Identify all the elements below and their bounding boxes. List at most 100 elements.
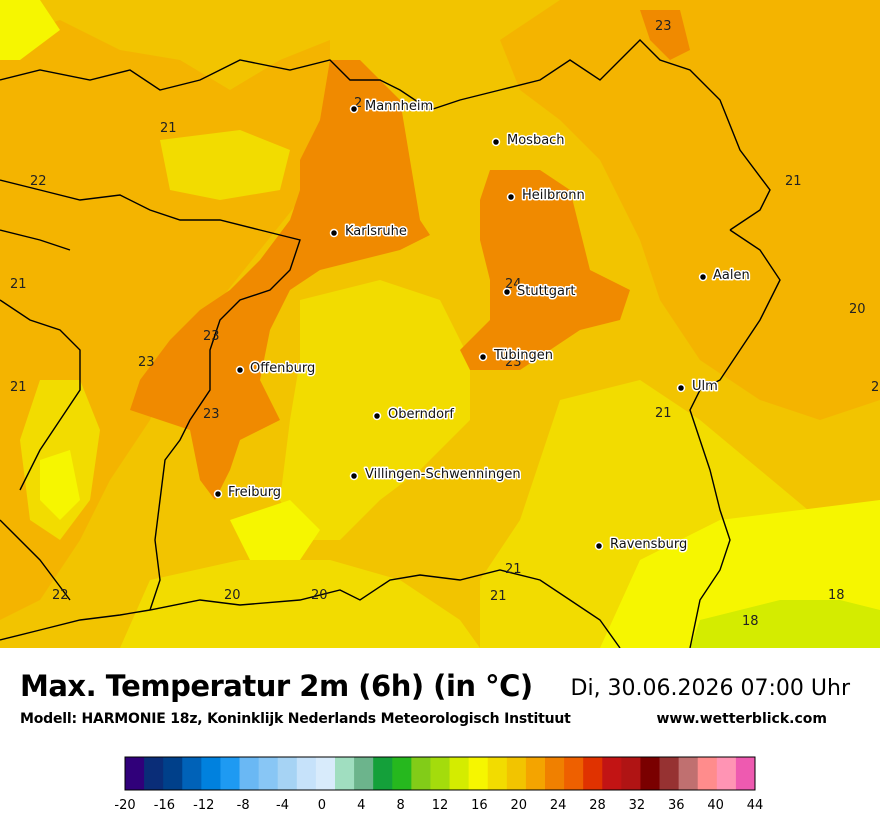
legend-swatch [125,757,145,790]
city-marker [372,411,382,421]
city-label: Ravensburg [610,537,687,552]
legend-swatch [335,757,355,790]
city-label: Villingen-Schwenningen [365,467,521,482]
city-heilbronn[interactable]: Heilbronn [506,187,586,205]
temperature-field-22-east [500,0,880,420]
cities: Mannheim Mosbach Heilbronn Karlsruhe Stu… [213,98,751,554]
isoline-label: 21 [655,406,672,421]
legend-swatch [182,757,202,790]
city-label: Offenburg [250,361,315,376]
city-marker [491,137,501,147]
legend-ticks: -20 -16 -12 -8 -4 0 4 8 12 16 20 24 28 32 36 40 44 [115,798,763,813]
isoline-label: 21 [785,174,802,189]
isoline-label: 22 [30,174,47,189]
city-karlsruhe[interactable]: Karlsruhe [329,223,408,241]
legend-tick-label: -20 [115,798,136,813]
legend-tick-label: 24 [550,798,567,813]
city-marker [329,228,339,238]
temperature-field-19-west [40,450,80,520]
legend-tick-label: 12 [432,798,449,813]
temperature-field-17-se [690,600,880,648]
weather-map[interactable]: 23 21 22 21 21 20 21 23 23 24 23 21 23 2… [0,0,880,648]
valid-datetime: Di, 30.06.2026 07:00 Uhr [570,676,850,701]
legend-tick-label: 20 [510,798,527,813]
website-link[interactable]: www.wetterblick.com [656,711,828,727]
city-label: Freiburg [228,485,281,500]
legend-swatches [125,757,756,790]
city-villingen-schwenningen[interactable]: Villingen-Schwenningen [349,466,522,484]
legend-swatch [239,757,260,790]
city-mosbach[interactable]: Mosbach [491,132,566,150]
legend-swatch [621,757,641,790]
legend-swatch [468,757,489,790]
legend-swatch [258,757,279,790]
border-south-inner [0,519,71,601]
legend-swatch [487,757,508,790]
city-mannheim[interactable]: Mannheim [349,98,435,116]
city-ulm[interactable]: Ulm [676,378,719,396]
legend-tick-label: 28 [589,798,606,813]
city-marker [235,365,245,375]
isoline-label: 18 [828,588,845,603]
isoline-label: 24 [505,277,522,292]
city-label: Mannheim [365,99,433,114]
isoline-label: 23 [505,355,522,370]
legend-tick-label: 0 [318,798,326,813]
isoline-label: 21 [10,380,27,395]
city-marker [213,489,223,499]
legend-tick-label: 16 [471,798,488,813]
city-tuebingen[interactable]: Tübingen [478,347,555,365]
legend-swatch [716,757,737,790]
city-oberndorf[interactable]: Oberndorf [372,406,456,424]
map-title: Max. Temperatur 2m (6h) (in °C) [20,669,533,703]
isoline-label: 18 [742,614,759,629]
city-marker [698,272,708,282]
legend-swatch [201,757,221,790]
city-aalen[interactable]: Aalen [698,267,751,285]
border-rhine [0,179,301,611]
legend-swatch [220,757,240,790]
legend-tick-label: 4 [357,798,365,813]
city-stuttgart[interactable]: Stuttgart [502,283,577,301]
isoline-label: 2 [871,380,879,395]
city-label: Mosbach [507,133,565,148]
city-marker [349,471,359,481]
isoline-label: 20 [224,588,241,603]
city-label: Tübingen [493,348,553,363]
legend-swatch [640,757,660,790]
city-offenburg[interactable]: Offenburg [235,360,317,378]
city-freiburg[interactable]: Freiburg [213,484,283,502]
isoline-label: 21 [10,277,27,292]
legend-swatch [449,757,470,790]
isoline-labels: 23 21 22 21 21 20 21 23 23 24 23 21 23 2… [10,19,879,629]
legend-swatch [678,757,699,790]
city-label: Karlsruhe [345,224,407,239]
isoline-label: 23 [138,355,155,370]
color-legend: -20 -16 -12 -8 -4 0 4 8 12 16 20 24 28 32 36 40 44 [115,755,765,825]
isoline-label: 23 [203,329,220,344]
legend-tick-label: 32 [629,798,646,813]
model-credit: Modell: HARMONIE 18z, Koninklijk Nederla… [20,711,571,727]
city-label: Ulm [692,379,718,394]
border-north [0,39,771,231]
legend-tick-label: 8 [396,798,404,813]
border-east [689,229,781,648]
temperature-field-23-ne [640,10,690,60]
legend-swatch [506,757,527,790]
borders [0,39,781,648]
city-marker [478,352,488,362]
legend-swatch [144,757,164,790]
temperature-field-20-center [280,280,470,540]
legend-swatch [735,757,756,790]
city-marker [506,192,516,202]
isoline-label: 20 [849,302,866,317]
legend-swatch [315,757,336,790]
legend-tick-label: -8 [237,798,250,813]
city-label: Aalen [713,268,750,283]
legend-tick-label: -4 [276,798,289,813]
legend-swatch [583,757,603,790]
legend-swatch [659,757,680,790]
isoline-label: 20 [311,588,328,603]
city-label: Stuttgart [517,284,575,299]
city-ravensburg[interactable]: Ravensburg [594,536,689,554]
